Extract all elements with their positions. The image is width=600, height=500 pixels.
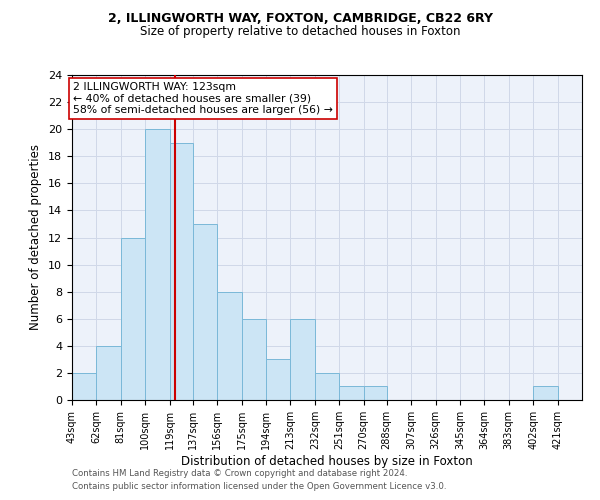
Bar — [315, 373, 339, 400]
Bar — [339, 386, 364, 400]
Text: 2 ILLINGWORTH WAY: 123sqm
← 40% of detached houses are smaller (39)
58% of semi-: 2 ILLINGWORTH WAY: 123sqm ← 40% of detac… — [73, 82, 333, 115]
Bar — [145, 129, 170, 400]
Text: Size of property relative to detached houses in Foxton: Size of property relative to detached ho… — [140, 25, 460, 38]
Bar — [266, 360, 290, 400]
Text: Contains public sector information licensed under the Open Government Licence v3: Contains public sector information licen… — [72, 482, 446, 491]
X-axis label: Distribution of detached houses by size in Foxton: Distribution of detached houses by size … — [181, 454, 473, 468]
Y-axis label: Number of detached properties: Number of detached properties — [29, 144, 43, 330]
Bar — [121, 238, 145, 400]
Text: Contains HM Land Registry data © Crown copyright and database right 2024.: Contains HM Land Registry data © Crown c… — [72, 468, 407, 477]
Bar — [217, 292, 242, 400]
Bar — [290, 319, 315, 400]
Bar — [72, 373, 97, 400]
Text: 2, ILLINGWORTH WAY, FOXTON, CAMBRIDGE, CB22 6RY: 2, ILLINGWORTH WAY, FOXTON, CAMBRIDGE, C… — [107, 12, 493, 26]
Bar — [242, 319, 266, 400]
Bar — [193, 224, 217, 400]
Bar — [170, 142, 193, 400]
Bar — [533, 386, 557, 400]
Bar — [97, 346, 121, 400]
Bar — [364, 386, 387, 400]
